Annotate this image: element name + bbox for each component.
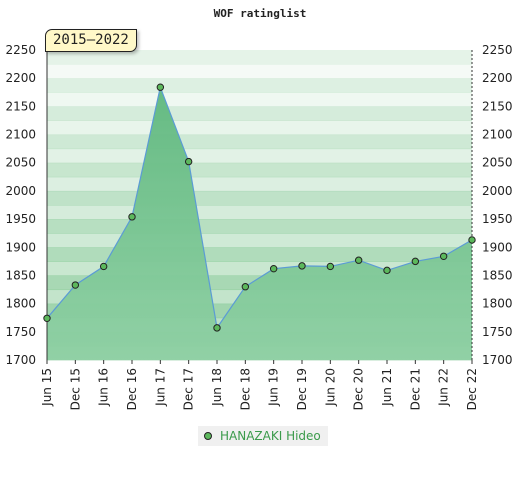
x-tick-label: Jun 20 xyxy=(323,368,337,407)
x-tick-label: Dec 18 xyxy=(238,368,252,410)
grid-band xyxy=(47,50,472,65)
y-tick-label: 2150 xyxy=(5,99,36,113)
grid-band xyxy=(47,190,472,206)
grid-band xyxy=(47,92,472,107)
x-tick-label: Dec 21 xyxy=(408,368,422,410)
y-tick-label: 1800 xyxy=(482,297,513,311)
x-tick-label: Dec 22 xyxy=(465,368,479,410)
y-tick-label: 1950 xyxy=(5,212,36,226)
data-point xyxy=(156,83,165,91)
grid-band xyxy=(47,134,472,150)
legend-label: HANAZAKI Hideo xyxy=(220,429,321,443)
grid-band xyxy=(47,64,472,79)
grid-band xyxy=(47,219,472,234)
x-tick-label: Jun 22 xyxy=(437,368,451,407)
x-tick-label: Dec 20 xyxy=(352,368,366,410)
grid-band xyxy=(47,205,472,220)
period-badge: 2015–2022 xyxy=(45,29,137,52)
series-line xyxy=(46,85,473,330)
y-ticks-right: 1700 1750 1800 1850 1900 1950 2000 2050 2100 2150… xyxy=(482,43,513,367)
grid-band xyxy=(47,120,472,136)
data-point xyxy=(354,256,363,264)
data-point xyxy=(184,157,193,166)
y-tick-label: 1750 xyxy=(5,325,36,339)
data-point xyxy=(241,283,250,291)
y-tick-label: 1800 xyxy=(5,297,36,311)
grid-band xyxy=(47,148,472,164)
series-area-fill xyxy=(47,87,472,360)
data-point xyxy=(411,257,420,266)
data-point xyxy=(99,262,108,271)
y-tick-label: 2050 xyxy=(482,156,513,170)
data-point xyxy=(468,236,476,244)
legend: HANAZAKI Hideo xyxy=(198,426,328,446)
data-point xyxy=(128,213,136,221)
x-tick-label: Jun 16 xyxy=(97,368,111,407)
y-tick-label: 1750 xyxy=(482,325,513,339)
y-tick-label: 2200 xyxy=(5,71,36,85)
grid-band xyxy=(47,106,472,121)
y-tick-label: 2250 xyxy=(482,43,513,57)
y-tick-label: 1850 xyxy=(482,268,513,282)
data-point xyxy=(383,266,391,275)
data-point xyxy=(71,281,80,289)
y-tick-label: 1850 xyxy=(5,268,36,282)
x-ticks: Jun 15 Dec 15 Jun 16 Dec 16 Jun 17 Dec 17 Jun … xyxy=(40,360,479,410)
y-tick-label: 1900 xyxy=(5,240,36,254)
data-point xyxy=(43,314,51,322)
data-point xyxy=(269,264,278,273)
x-tick-label: Jun 19 xyxy=(267,368,281,407)
x-tick-label: Jun 21 xyxy=(380,368,394,407)
y-tick-label: 2000 xyxy=(482,184,513,198)
y-tick-label: 2250 xyxy=(5,43,36,57)
x-tick-label: Jun 18 xyxy=(210,368,224,407)
series-markers xyxy=(43,83,476,332)
data-point xyxy=(439,252,448,260)
y-tick-label: 2100 xyxy=(5,128,36,142)
data-point xyxy=(298,262,306,270)
legend-marker-icon xyxy=(204,432,212,440)
grid-band xyxy=(47,176,472,192)
y-tick-label: 2050 xyxy=(5,156,36,170)
x-tick-label: Dec 16 xyxy=(125,368,139,410)
y-ticks-left: 1700 1750 1800 1850 1900 1950 2000 2050 2100 2150… xyxy=(5,43,36,367)
y-tick-label: 2150 xyxy=(482,99,513,113)
grid-band xyxy=(47,78,472,93)
y-tick-label: 1900 xyxy=(482,240,513,254)
x-tick-label: Dec 17 xyxy=(182,368,196,410)
grid-band xyxy=(47,162,472,178)
x-tick-label: Dec 15 xyxy=(68,368,82,410)
x-tick-label: Dec 19 xyxy=(295,368,309,410)
x-tick-label: Jun 15 xyxy=(40,368,54,407)
chart-title: WOF ratinglist xyxy=(214,7,307,20)
y-tick-label: 1700 xyxy=(482,353,513,367)
y-tick-label: 2100 xyxy=(482,128,513,142)
y-tick-label: 1950 xyxy=(482,212,513,226)
y-tick-label: 1700 xyxy=(5,353,36,367)
data-point xyxy=(326,262,335,271)
y-tick-label: 2200 xyxy=(482,71,513,85)
x-tick-label: Jun 17 xyxy=(153,368,167,407)
y-tick-label: 2000 xyxy=(5,184,36,198)
data-point xyxy=(213,324,221,332)
grid-band xyxy=(47,233,472,248)
